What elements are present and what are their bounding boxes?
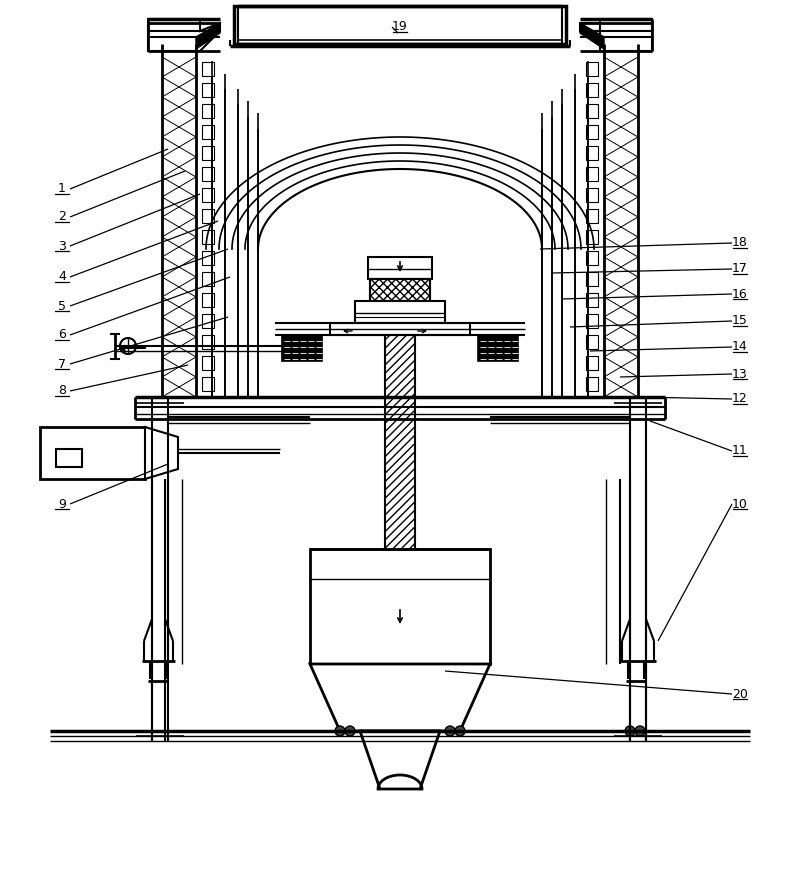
Bar (40, 427, 145, 479)
Polygon shape (310, 664, 490, 731)
Text: 8: 8 (58, 385, 66, 397)
Bar (330, 323, 470, 335)
Circle shape (445, 726, 455, 736)
Text: 6: 6 (58, 329, 66, 341)
Bar (586, 314, 598, 328)
Text: 4: 4 (58, 270, 66, 284)
Text: 7: 7 (58, 357, 66, 371)
Bar (282, 335, 322, 361)
Bar (586, 167, 598, 181)
Bar (202, 251, 214, 265)
Bar (586, 146, 598, 160)
Text: 9: 9 (58, 498, 66, 510)
Circle shape (120, 338, 136, 354)
Polygon shape (385, 579, 415, 619)
Bar (56, 449, 82, 467)
Bar (586, 377, 598, 391)
Text: 12: 12 (732, 393, 748, 405)
Text: 14: 14 (732, 340, 748, 354)
Text: 3: 3 (58, 239, 66, 252)
Polygon shape (148, 19, 220, 51)
Bar (234, 6, 566, 44)
Bar (586, 293, 598, 307)
Polygon shape (580, 23, 604, 49)
Polygon shape (196, 23, 220, 49)
Bar (586, 62, 598, 76)
Text: 11: 11 (732, 444, 748, 458)
Polygon shape (580, 19, 652, 51)
Bar (202, 293, 214, 307)
Circle shape (335, 726, 345, 736)
Bar (586, 251, 598, 265)
Circle shape (625, 726, 635, 736)
Bar (478, 335, 518, 361)
Text: 18: 18 (732, 236, 748, 250)
Bar (586, 230, 598, 244)
Bar (368, 257, 432, 279)
Bar (202, 209, 214, 223)
Text: 2: 2 (58, 211, 66, 223)
Circle shape (345, 726, 355, 736)
Bar (586, 83, 598, 97)
Text: 15: 15 (732, 315, 748, 327)
Polygon shape (145, 427, 178, 479)
Bar (202, 272, 214, 286)
Bar (202, 314, 214, 328)
Bar (586, 188, 598, 202)
Bar (202, 335, 214, 349)
Bar (202, 146, 214, 160)
Bar (202, 62, 214, 76)
Bar (586, 356, 598, 370)
Bar (202, 230, 214, 244)
Bar (586, 104, 598, 118)
Bar (202, 167, 214, 181)
Bar (586, 272, 598, 286)
Bar (586, 335, 598, 349)
Text: 1: 1 (58, 182, 66, 196)
Text: 13: 13 (732, 367, 748, 380)
Text: 5: 5 (58, 300, 66, 313)
Bar (202, 188, 214, 202)
Circle shape (455, 726, 465, 736)
Bar (202, 377, 214, 391)
Bar (202, 356, 214, 370)
Bar (385, 289, 415, 579)
Bar (370, 279, 430, 301)
Bar (202, 83, 214, 97)
Text: 16: 16 (732, 287, 748, 300)
Polygon shape (360, 731, 440, 789)
Text: 10: 10 (732, 498, 748, 510)
Bar (586, 125, 598, 139)
Bar (586, 209, 598, 223)
Bar (202, 125, 214, 139)
Bar (355, 301, 445, 323)
Text: 20: 20 (732, 687, 748, 701)
Bar (202, 104, 214, 118)
Bar (310, 549, 490, 664)
Text: 17: 17 (732, 262, 748, 276)
Bar (370, 279, 430, 301)
Text: 19: 19 (392, 20, 408, 34)
Circle shape (635, 726, 645, 736)
